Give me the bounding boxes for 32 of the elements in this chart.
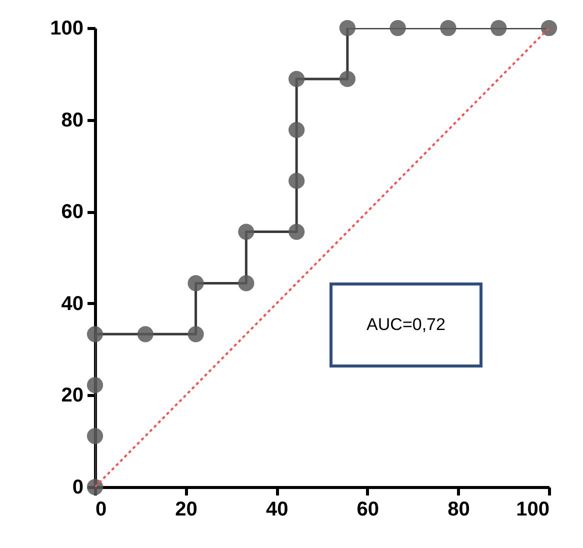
point [86, 377, 104, 394]
point [86, 428, 104, 444]
y-tick-label: 40 [61, 292, 84, 315]
annotation: AUC=0,72 [366, 315, 446, 334]
point [137, 326, 154, 342]
point [390, 20, 406, 36]
point [188, 326, 204, 342]
point [288, 70, 305, 87]
x-tick-label: 100 [516, 498, 550, 520]
x-tick-label: 80 [448, 498, 470, 520]
y-tick-label: 60 [61, 201, 84, 224]
point [440, 20, 456, 36]
x-tick-label: 60 [356, 498, 380, 520]
point [288, 172, 305, 189]
point [238, 275, 254, 292]
point [188, 275, 204, 292]
x-tick-label: 40 [266, 498, 288, 520]
point [339, 20, 356, 36]
y-tick-label: 100 [50, 18, 84, 40]
x-tick-label: 20 [175, 498, 198, 520]
point [238, 224, 254, 240]
point [540, 20, 558, 36]
point [490, 20, 507, 36]
point [288, 224, 305, 240]
y-tick-label: 80 [61, 109, 84, 132]
x-tick-label: 0 [96, 498, 107, 520]
point [288, 122, 305, 138]
point [339, 70, 356, 87]
y-tick-label: 20 [61, 384, 84, 407]
point [86, 326, 104, 342]
point [86, 478, 104, 496]
y-tick-label: 0 [72, 476, 84, 498]
